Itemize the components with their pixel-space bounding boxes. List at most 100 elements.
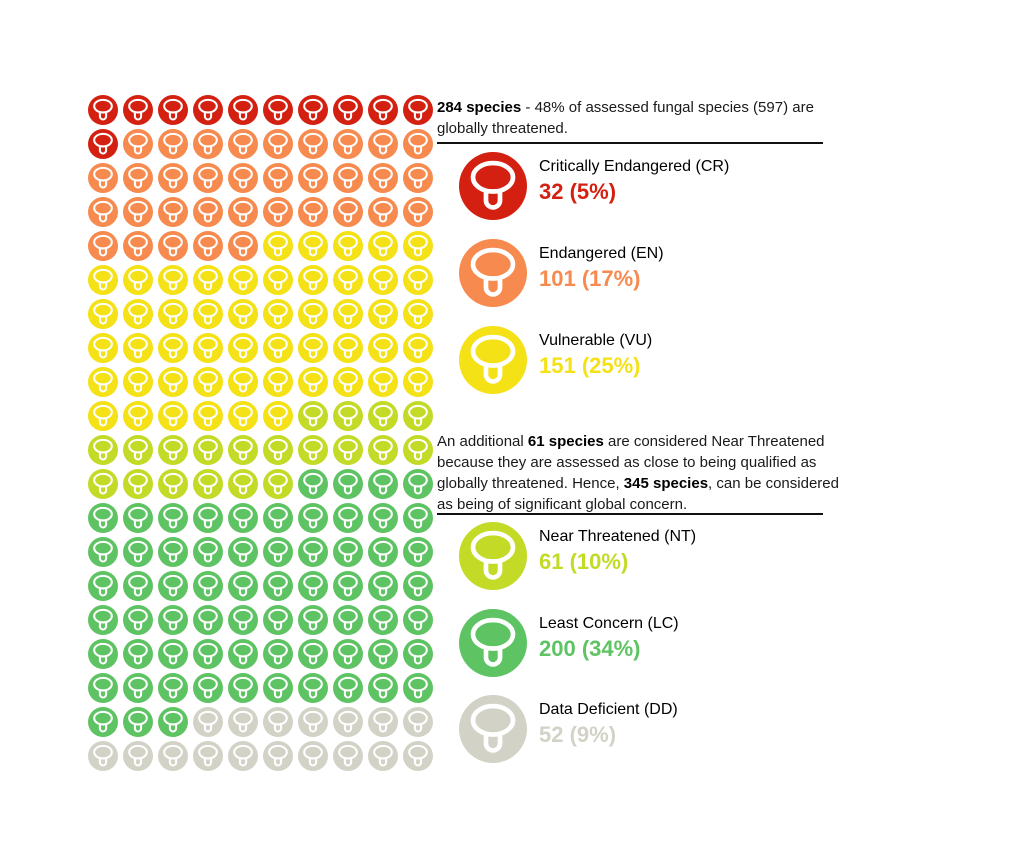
mushroom-icon (123, 333, 153, 363)
mushroom-icon (123, 163, 153, 193)
mushroom-icon (123, 95, 153, 125)
mushroom-icon (263, 299, 293, 329)
legend-mushroom-icon-en (459, 239, 527, 307)
mushroom-icon (403, 163, 433, 193)
mushroom-icon (228, 401, 258, 431)
waffle-cell-vu (263, 333, 293, 363)
waffle-cell-vu (193, 333, 223, 363)
waffle-cell-lc (368, 469, 398, 499)
waffle-cell-vu (263, 299, 293, 329)
mushroom-icon (228, 129, 258, 159)
waffle-cell-vu (158, 401, 188, 431)
mushroom-icon (158, 435, 188, 465)
mushroom-icon (333, 401, 363, 431)
legend-value-en: 101 (17%) (539, 266, 641, 291)
mushroom-icon (88, 163, 118, 193)
waffle-cell-lc (228, 673, 258, 703)
waffle-cell-vu (298, 333, 328, 363)
mushroom-icon (368, 707, 398, 737)
waffle-cell-vu (228, 333, 258, 363)
waffle-cell-en (228, 231, 258, 261)
mushroom-icon (333, 503, 363, 533)
mushroom-icon (123, 707, 153, 737)
waffle-cell-nt (403, 401, 433, 431)
waffle-cell-lc (123, 537, 153, 567)
mushroom-icon (193, 163, 223, 193)
mushroom-icon (88, 469, 118, 499)
waffle-cell-en (298, 129, 328, 159)
mushroom-icon (459, 152, 527, 220)
waffle-cell-en (228, 129, 258, 159)
waffle-cell-dd (403, 707, 433, 737)
mushroom-icon (403, 469, 433, 499)
mushroom-icon (88, 605, 118, 635)
waffle-cell-en (403, 163, 433, 193)
mushroom-icon (88, 571, 118, 601)
waffle-cell-lc (333, 469, 363, 499)
waffle-cell-lc (298, 469, 328, 499)
waffle-cell-lc (123, 503, 153, 533)
mushroom-icon (228, 299, 258, 329)
waffle-cell-dd (403, 741, 433, 771)
waffle-cell-cr (298, 95, 328, 125)
waffle-cell-lc (263, 503, 293, 533)
legend-label-vu: Vulnerable (VU) (539, 332, 653, 349)
mushroom-icon (403, 299, 433, 329)
mushroom-icon (298, 707, 328, 737)
waffle-cell-dd (368, 741, 398, 771)
waffle-cell-dd (228, 741, 258, 771)
legend-value-lc: 200 (34%) (539, 636, 641, 661)
waffle-cell-lc (158, 571, 188, 601)
waffle-cell-cr (88, 95, 118, 125)
waffle-cell-lc (263, 673, 293, 703)
mushroom-icon (193, 197, 223, 227)
mushroom-icon (193, 265, 223, 295)
mushroom-icon (193, 435, 223, 465)
waffle-cell-lc (263, 605, 293, 635)
text-segment: - 48% of assessed fungal species (597) a… (437, 99, 814, 137)
waffle-cell-vu (333, 231, 363, 261)
mushroom-icon (459, 239, 527, 307)
waffle-grid (88, 95, 433, 771)
mushroom-icon (298, 469, 328, 499)
mushroom-icon (263, 231, 293, 261)
waffle-cell-lc (298, 571, 328, 601)
mushroom-icon (123, 503, 153, 533)
waffle-cell-vu (368, 265, 398, 295)
mushroom-icon (333, 231, 363, 261)
mushroom-icon (403, 639, 433, 669)
mushroom-icon (368, 469, 398, 499)
mushroom-icon (459, 522, 527, 590)
waffle-cell-lc (193, 571, 223, 601)
text-segment: An additional (437, 433, 528, 450)
waffle-cell-en (193, 197, 223, 227)
mushroom-icon (298, 741, 328, 771)
waffle-cell-lc (158, 707, 188, 737)
mushroom-icon (263, 469, 293, 499)
mushroom-icon (158, 571, 188, 601)
legend-value-cr: 32 (5%) (539, 179, 617, 204)
mushroom-icon (333, 571, 363, 601)
waffle-cell-en (123, 197, 153, 227)
mushroom-icon (333, 95, 363, 125)
waffle-cell-lc (298, 605, 328, 635)
waffle-cell-lc (158, 639, 188, 669)
mushroom-icon (158, 231, 188, 261)
mushroom-icon (228, 367, 258, 397)
mushroom-icon (403, 367, 433, 397)
waffle-cell-nt (263, 469, 293, 499)
waffle-cell-nt (333, 435, 363, 465)
mushroom-icon (228, 265, 258, 295)
mushroom-icon (193, 707, 223, 737)
mushroom-icon (193, 503, 223, 533)
waffle-cell-dd (123, 741, 153, 771)
waffle-cell-lc (88, 707, 118, 737)
legend-item-cr: Critically Endangered (CR) 32 (5%) (459, 152, 729, 220)
waffle-cell-lc (403, 605, 433, 635)
mushroom-icon (228, 333, 258, 363)
mushroom-icon (368, 401, 398, 431)
waffle-cell-dd (193, 707, 223, 737)
mushroom-icon (298, 95, 328, 125)
waffle-cell-en (263, 129, 293, 159)
waffle-cell-vu (333, 333, 363, 363)
